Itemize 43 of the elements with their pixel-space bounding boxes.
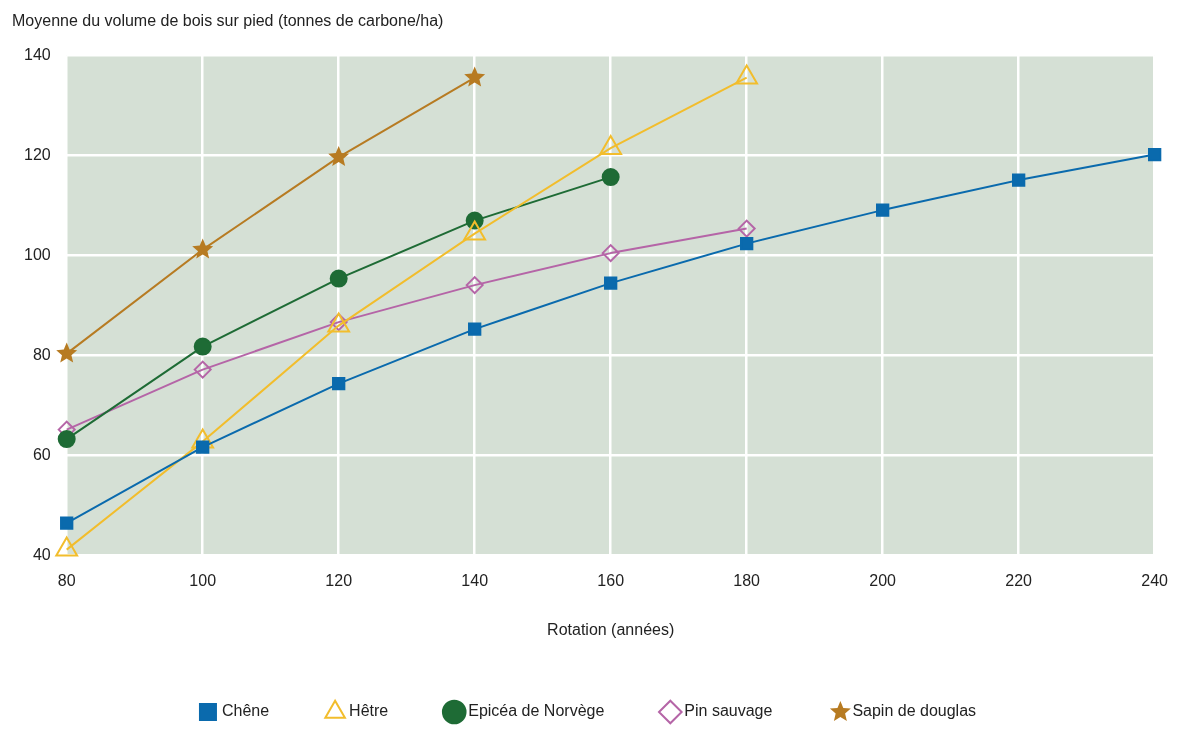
point: [60, 516, 74, 530]
y-axis-title: Moyenne du volume de bois sur pied (tonnes de carbone/ha): [11, 11, 445, 30]
x-tick-label: 220: [1005, 571, 1033, 589]
point: [740, 236, 754, 251]
x-tick-label: 240: [1141, 571, 1169, 589]
legend-label: Pin sauvage: [684, 702, 773, 720]
legend-label: Chêne: [221, 702, 270, 720]
x-tick-label: 180: [733, 571, 761, 589]
point: [601, 244, 620, 263]
y-tick-label: 80: [32, 346, 51, 364]
x-tick-label: 100: [189, 571, 217, 589]
x-tick-label: 120: [325, 571, 353, 589]
legend-label: Epicéa de Norvège: [468, 702, 605, 720]
y-tick-label: 40: [32, 546, 51, 564]
point: [192, 238, 214, 259]
point: [56, 342, 78, 363]
legend-label: Sapin de douglas: [852, 702, 977, 720]
legend-label: Hêtre: [349, 702, 389, 720]
point: [468, 322, 482, 336]
point: [464, 66, 486, 87]
y-tick-label: 120: [23, 146, 51, 164]
point: [193, 337, 212, 356]
x-tick-label: 160: [597, 571, 625, 589]
point: [876, 203, 890, 217]
point: [332, 376, 346, 391]
x-tick-label: 80: [57, 571, 76, 589]
x-tick-label: 140: [461, 571, 489, 589]
point: [737, 219, 756, 238]
y-tick-label: 100: [23, 246, 51, 264]
point: [604, 276, 618, 290]
point: [196, 440, 210, 454]
point: [328, 146, 350, 166]
point: [1012, 173, 1026, 187]
y-tick-label: 60: [32, 446, 51, 464]
point: [193, 360, 212, 379]
point: [601, 168, 620, 187]
x-tick-label: 200: [869, 571, 897, 589]
y-tick-label: 140: [23, 46, 51, 64]
point: [1147, 147, 1162, 162]
point: [329, 269, 348, 288]
x-axis-title: Rotation (années): [547, 620, 675, 638]
point: [57, 430, 76, 449]
point: [465, 276, 484, 295]
